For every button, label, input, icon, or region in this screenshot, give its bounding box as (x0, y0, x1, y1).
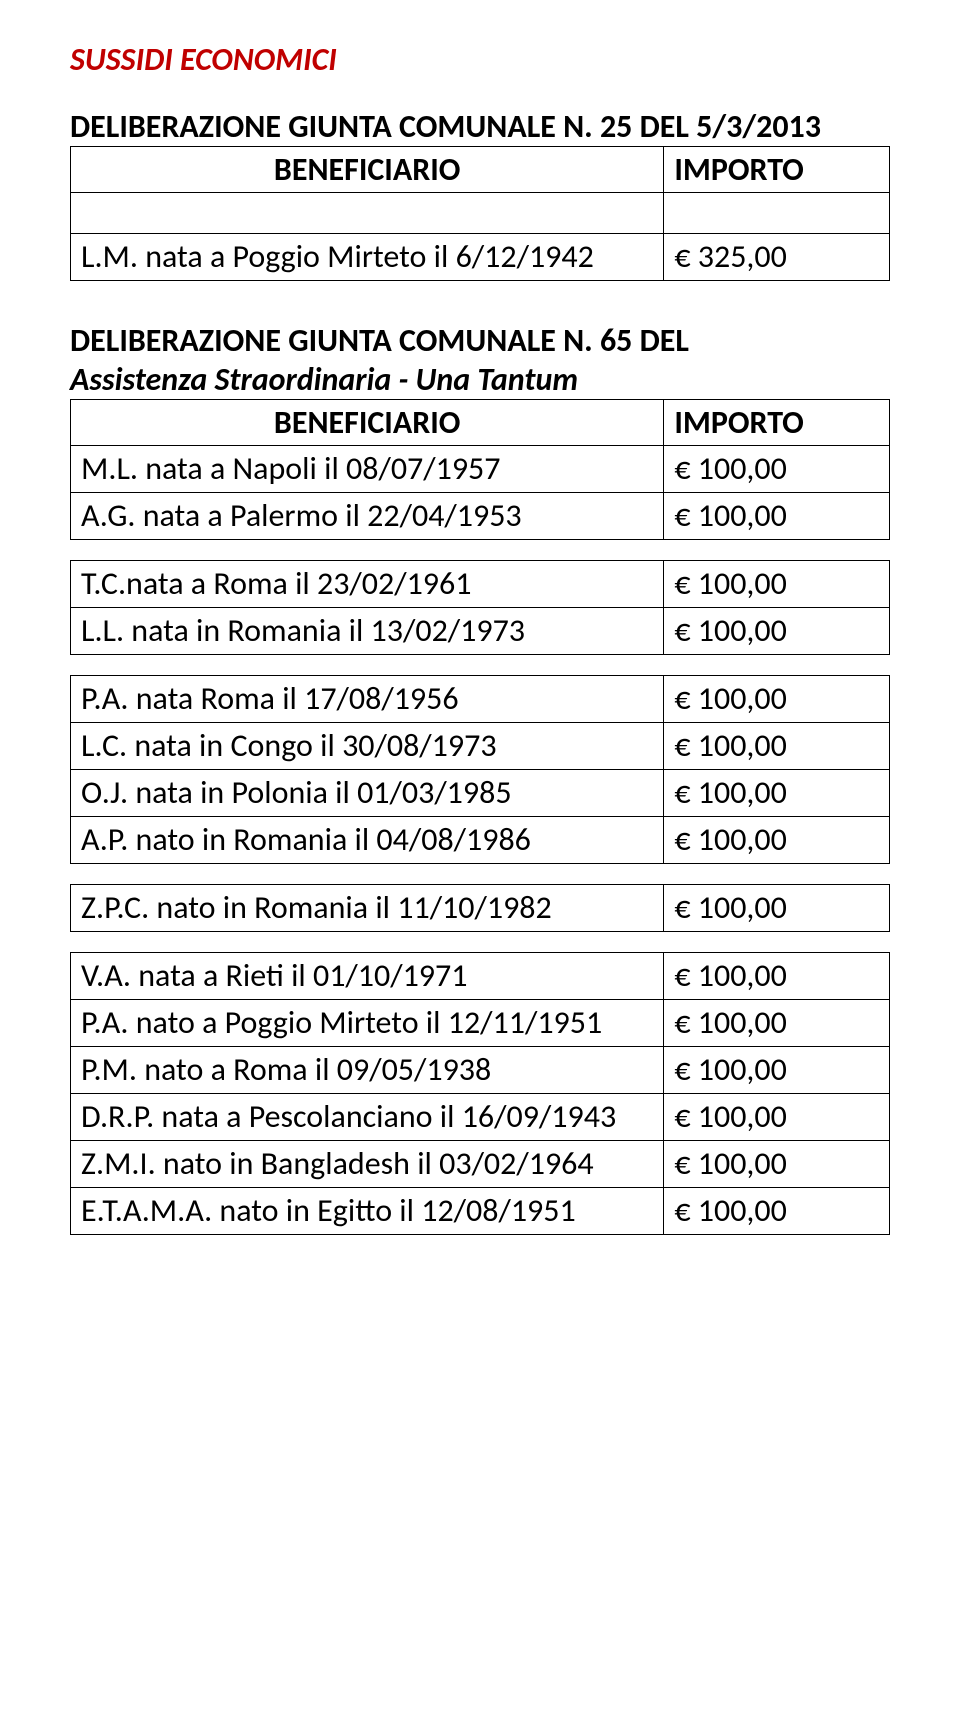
table-row: P.M. nato a Roma il 09/05/1938 € 100,00 (71, 1047, 890, 1094)
cell-beneficiario: P.A. nato a Poggio Mirteto il 12/11/1951 (71, 1000, 664, 1047)
table-row: A.P. nato in Romania il 04/08/1986 € 100… (71, 817, 890, 864)
cell-importo: € 325,00 (664, 234, 890, 281)
cell-importo: € 100,00 (664, 561, 890, 608)
table-row: Z.M.I. nato in Bangladesh il 03/02/1964 … (71, 1141, 890, 1188)
col-importo: IMPORTO (664, 400, 890, 446)
cell-importo: € 100,00 (664, 608, 890, 655)
col-beneficiario: BENEFICIARIO (71, 400, 664, 446)
table-row: A.G. nata a Palermo il 22/04/1953 € 100,… (71, 493, 890, 540)
cell-importo: € 100,00 (664, 723, 890, 770)
table-row: D.R.P. nata a Pescolanciano il 16/09/194… (71, 1094, 890, 1141)
table-row: O.J. nata in Polonia il 01/03/1985 € 100… (71, 770, 890, 817)
table-row: T.C.nata a Roma il 23/02/1961 € 100,00 (71, 561, 890, 608)
cell-beneficiario: L.C. nata in Congo il 30/08/1973 (71, 723, 664, 770)
table-header-row: BENEFICIARIO IMPORTO (71, 147, 890, 193)
col-importo: IMPORTO (664, 147, 890, 193)
cell-importo: € 100,00 (664, 676, 890, 723)
table-row: V.A. nata a Rieti il 01/10/1971 € 100,00 (71, 953, 890, 1000)
table-row: Z.P.C. nato in Romania il 11/10/1982 € 1… (71, 885, 890, 932)
cell-beneficiario: A.P. nato in Romania il 04/08/1986 (71, 817, 664, 864)
cell-importo: € 100,00 (664, 1188, 890, 1235)
table-row: M.L. nata a Napoli il 08/07/1957 € 100,0… (71, 446, 890, 493)
cell-beneficiario: L.L. nata in Romania il 13/02/1973 (71, 608, 664, 655)
cell-beneficiario: M.L. nata a Napoli il 08/07/1957 (71, 446, 664, 493)
cell-importo: € 100,00 (664, 1094, 890, 1141)
cell-importo: € 100,00 (664, 885, 890, 932)
document-page: SUSSIDI ECONOMICI DELIBERAZIONE GIUNTA C… (0, 0, 960, 1275)
table-row (71, 193, 890, 234)
cell-importo: € 100,00 (664, 493, 890, 540)
table-row: L.C. nata in Congo il 30/08/1973 € 100,0… (71, 723, 890, 770)
table-row: L.L. nata in Romania il 13/02/1973 € 100… (71, 608, 890, 655)
cell-beneficiario: D.R.P. nata a Pescolanciano il 16/09/194… (71, 1094, 664, 1141)
deliberazione-block-2: DELIBERAZIONE GIUNTA COMUNALE N. 65 DEL … (70, 321, 890, 1235)
table-row: P.A. nato a Poggio Mirteto il 12/11/1951… (71, 1000, 890, 1047)
block2-heading: DELIBERAZIONE GIUNTA COMUNALE N. 65 DEL (70, 321, 890, 360)
cell-importo: € 100,00 (664, 1047, 890, 1094)
cell-beneficiario: O.J. nata in Polonia il 01/03/1985 (71, 770, 664, 817)
block2-table-group4: Z.P.C. nato in Romania il 11/10/1982 € 1… (70, 884, 890, 932)
cell-beneficiario: Z.P.C. nato in Romania il 11/10/1982 (71, 885, 664, 932)
page-title: SUSSIDI ECONOMICI (70, 40, 890, 79)
block2-table-group3: P.A. nata Roma il 17/08/1956 € 100,00 L.… (70, 675, 890, 864)
cell-beneficiario: P.A. nata Roma il 17/08/1956 (71, 676, 664, 723)
cell-importo: € 100,00 (664, 770, 890, 817)
cell-beneficiario: V.A. nata a Rieti il 01/10/1971 (71, 953, 664, 1000)
block2-table-group5: V.A. nata a Rieti il 01/10/1971 € 100,00… (70, 952, 890, 1235)
cell-importo (664, 193, 890, 234)
table-row: E.T.A.M.A. nato in Egitto il 12/08/1951 … (71, 1188, 890, 1235)
cell-importo: € 100,00 (664, 446, 890, 493)
cell-beneficiario: P.M. nato a Roma il 09/05/1938 (71, 1047, 664, 1094)
block1-heading: DELIBERAZIONE GIUNTA COMUNALE N. 25 DEL … (70, 107, 890, 146)
cell-beneficiario: A.G. nata a Palermo il 22/04/1953 (71, 493, 664, 540)
cell-importo: € 100,00 (664, 817, 890, 864)
table-row: P.A. nata Roma il 17/08/1956 € 100,00 (71, 676, 890, 723)
table-header-row: BENEFICIARIO IMPORTO (71, 400, 890, 446)
deliberazione-block-1: DELIBERAZIONE GIUNTA COMUNALE N. 25 DEL … (70, 107, 890, 281)
block1-table: BENEFICIARIO IMPORTO L.M. nata a Poggio … (70, 146, 890, 281)
cell-beneficiario: T.C.nata a Roma il 23/02/1961 (71, 561, 664, 608)
cell-beneficiario: E.T.A.M.A. nato in Egitto il 12/08/1951 (71, 1188, 664, 1235)
col-beneficiario: BENEFICIARIO (71, 147, 664, 193)
cell-beneficiario: L.M. nata a Poggio Mirteto il 6/12/1942 (71, 234, 664, 281)
block2-subheading: Assistenza Straordinaria - Una Tantum (70, 360, 890, 399)
cell-importo: € 100,00 (664, 1141, 890, 1188)
table-row: L.M. nata a Poggio Mirteto il 6/12/1942 … (71, 234, 890, 281)
cell-importo: € 100,00 (664, 1000, 890, 1047)
block2-table-header: BENEFICIARIO IMPORTO M.L. nata a Napoli … (70, 399, 890, 540)
cell-beneficiario (71, 193, 664, 234)
block2-table-group2: T.C.nata a Roma il 23/02/1961 € 100,00 L… (70, 560, 890, 655)
cell-importo: € 100,00 (664, 953, 890, 1000)
cell-beneficiario: Z.M.I. nato in Bangladesh il 03/02/1964 (71, 1141, 664, 1188)
